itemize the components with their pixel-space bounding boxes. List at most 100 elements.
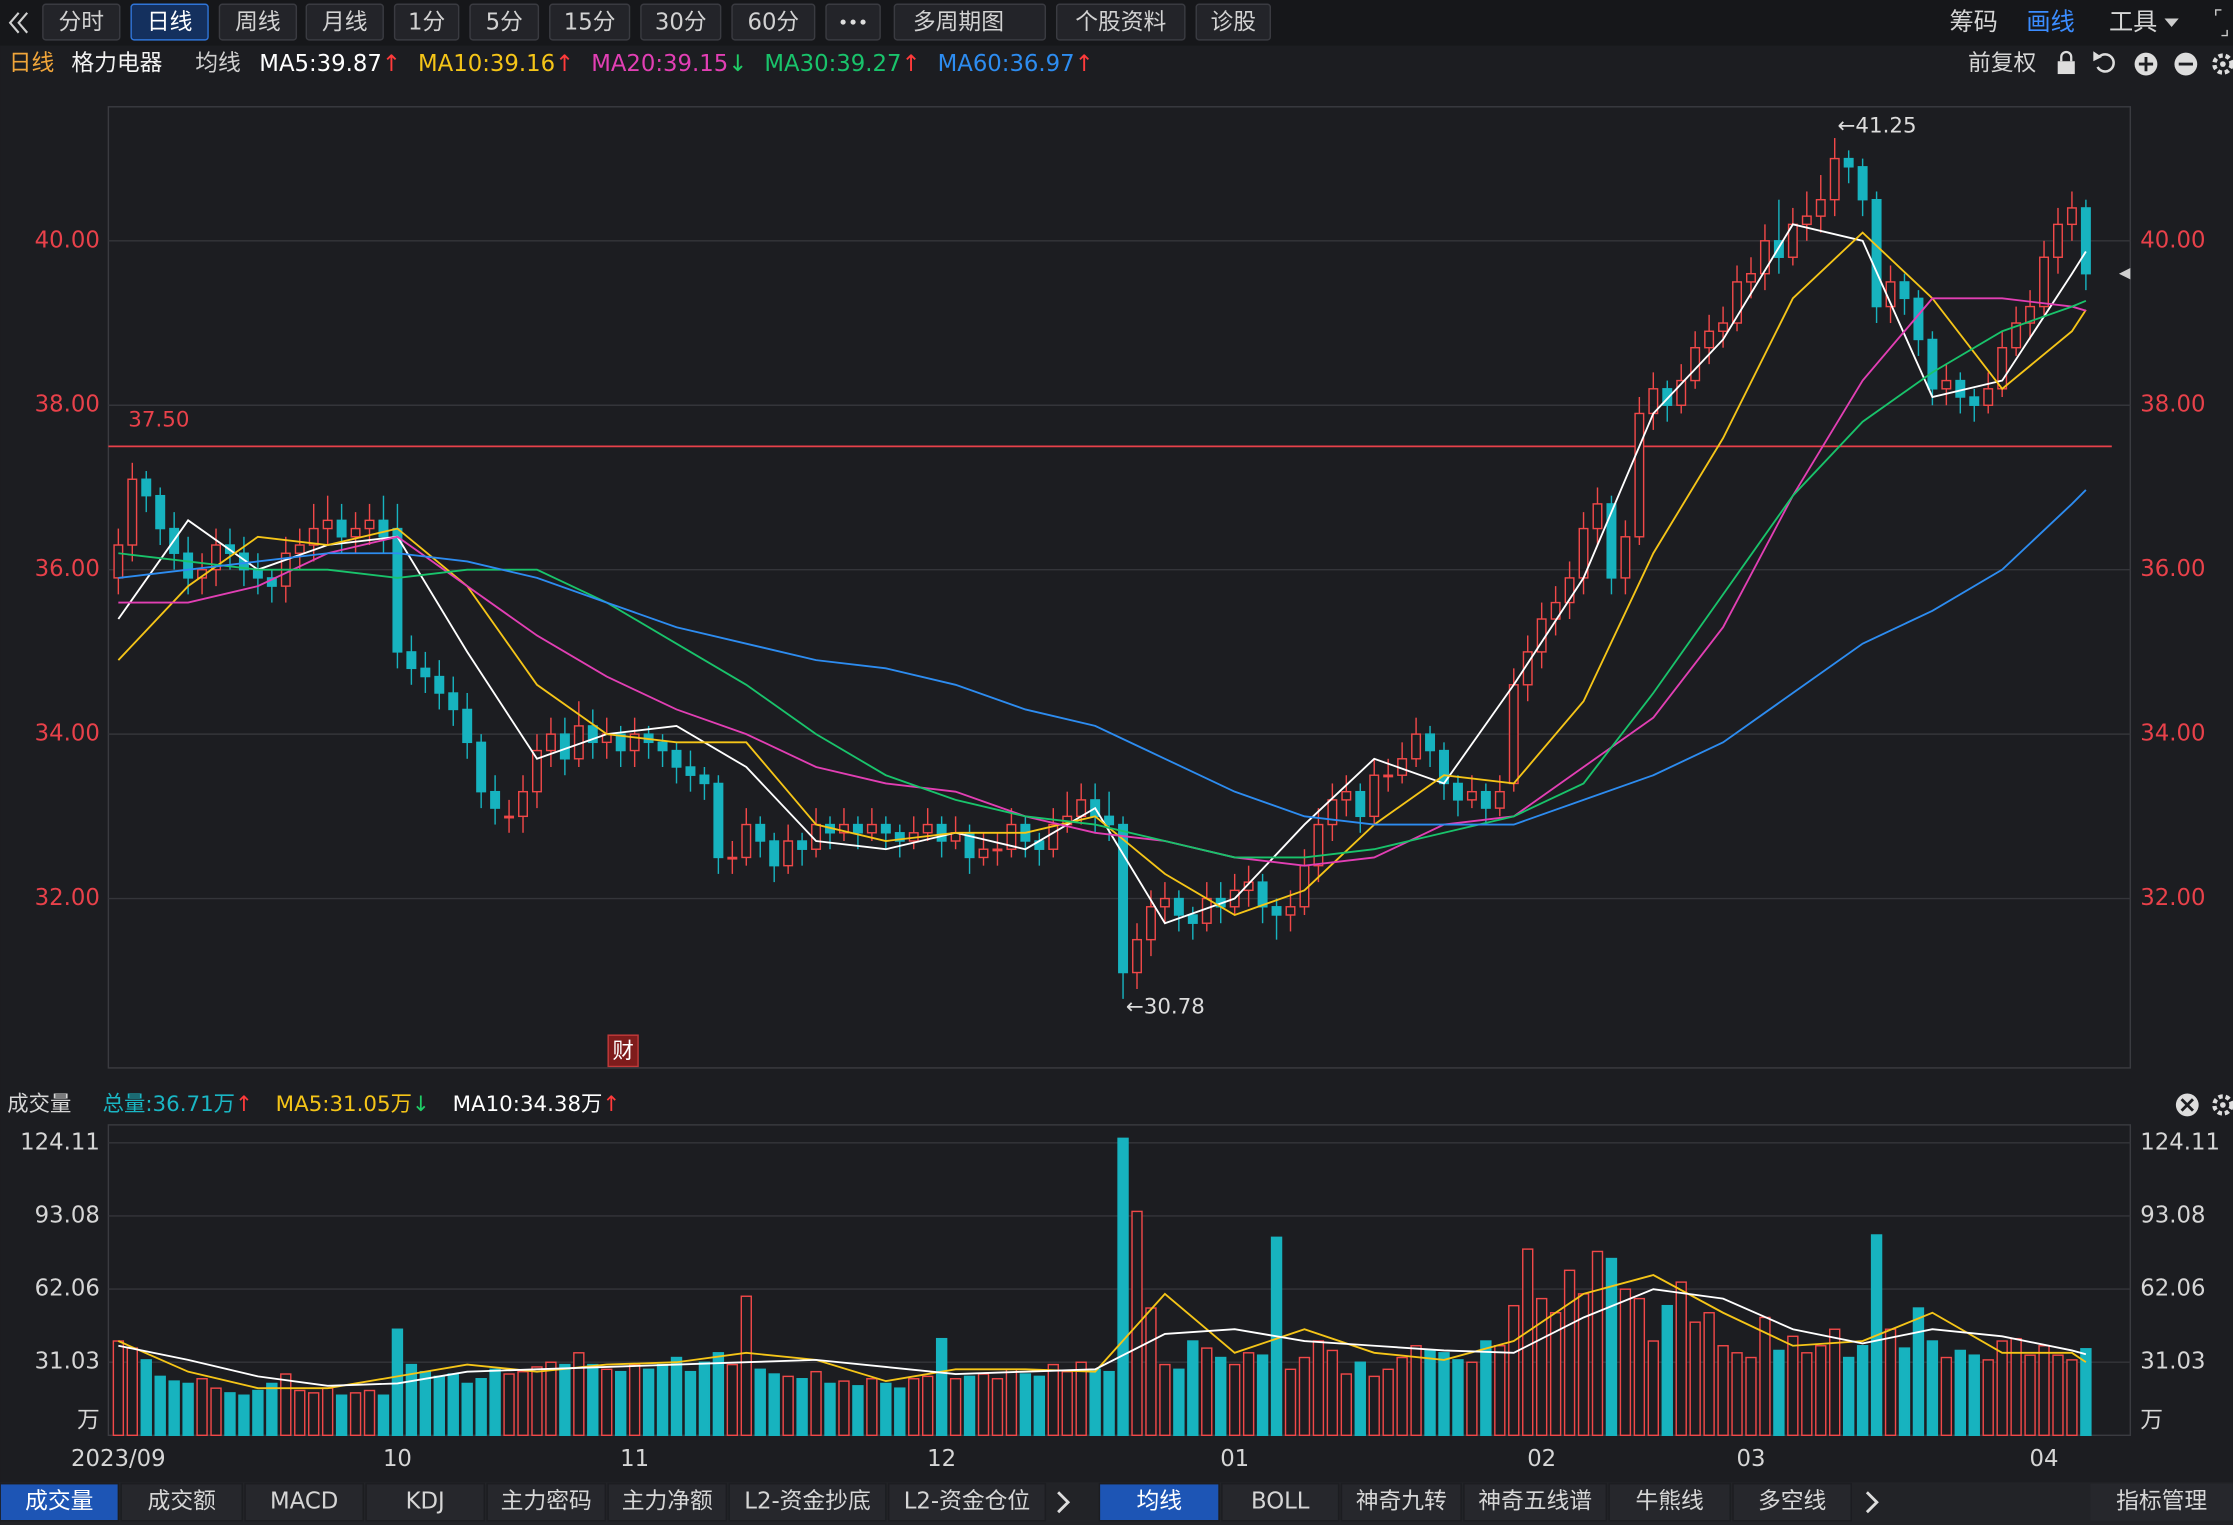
indicator-tab[interactable]: 牛熊线 bbox=[1608, 1482, 1731, 1522]
toolbar-button[interactable]: 15分 bbox=[549, 3, 631, 41]
zoom-in-icon[interactable] bbox=[2134, 52, 2158, 76]
volume-bar bbox=[196, 1378, 208, 1437]
candle-body bbox=[1257, 881, 1268, 908]
collapse-icon[interactable] bbox=[8, 12, 20, 34]
toolbar-button[interactable]: 多周期图 bbox=[893, 3, 1047, 41]
tab-frame bbox=[728, 1482, 887, 1522]
candle-body bbox=[699, 774, 710, 785]
toolbar-link[interactable]: 筹码 bbox=[1949, 8, 1997, 36]
indicator-tab[interactable]: 主力密码 bbox=[486, 1482, 607, 1522]
candle-body bbox=[127, 478, 138, 546]
volume-bar bbox=[140, 1359, 152, 1437]
toolbar-button[interactable]: 30分 bbox=[640, 3, 722, 41]
settings-icon[interactable] bbox=[2212, 53, 2233, 75]
collapse-icon[interactable] bbox=[17, 12, 29, 34]
candle-body bbox=[741, 823, 752, 859]
lock-shackle bbox=[2060, 50, 2073, 62]
candle-body bbox=[1620, 536, 1631, 579]
candle-body bbox=[1983, 388, 1994, 406]
volume-bar bbox=[908, 1378, 920, 1437]
indicator-tab[interactable]: L2-资金仓位 bbox=[887, 1482, 1047, 1522]
indicator-tab[interactable]: L2-资金抄底 bbox=[728, 1482, 887, 1522]
indicator-tab[interactable]: BOLL bbox=[1221, 1482, 1340, 1522]
candle-body bbox=[476, 741, 487, 793]
indicator-tab[interactable]: 成交量 bbox=[0, 1482, 120, 1522]
ma-legend: MA10:39.16↑ bbox=[418, 51, 574, 77]
indicator-tab[interactable]: MACD bbox=[244, 1482, 364, 1522]
finance-event-marker[interactable]: 财 bbox=[607, 1034, 639, 1068]
volume-bar bbox=[977, 1373, 990, 1437]
adjust-option[interactable]: 前复权 bbox=[1968, 51, 2037, 77]
volume-bar bbox=[782, 1375, 794, 1437]
tab-frame bbox=[607, 1482, 728, 1522]
candle-body bbox=[2080, 207, 2091, 275]
indicator-tab[interactable]: 均线 bbox=[1098, 1482, 1220, 1522]
volume-bar bbox=[880, 1382, 892, 1437]
more-button[interactable] bbox=[825, 3, 881, 41]
volume-bar bbox=[796, 1378, 808, 1437]
volume-bar bbox=[615, 1370, 627, 1437]
toolbar-button[interactable]: 分时 bbox=[42, 3, 121, 41]
lock-body bbox=[2057, 61, 2075, 75]
toolbar-button[interactable]: 日线 bbox=[130, 3, 209, 41]
candle-body bbox=[1341, 790, 1352, 801]
undo-arrowhead bbox=[2093, 51, 2102, 62]
candle-body bbox=[2066, 207, 2077, 226]
ma-legend-label: MA20:39.15 bbox=[591, 51, 728, 77]
ma-legend: MA60:36.97↑ bbox=[938, 51, 1094, 77]
gear-hub bbox=[2220, 61, 2226, 67]
zoom-out-icon[interactable] bbox=[2174, 52, 2198, 76]
indicator-manage[interactable]: 指标管理 bbox=[2090, 1483, 2233, 1521]
volume-bar bbox=[949, 1378, 962, 1437]
volume-bar bbox=[294, 1389, 306, 1437]
close-icon[interactable] bbox=[2175, 1093, 2199, 1117]
volume-bar bbox=[1047, 1363, 1059, 1437]
toolbar-button[interactable]: 诊股 bbox=[1195, 3, 1271, 41]
indicator-tab[interactable]: 成交额 bbox=[120, 1482, 243, 1522]
candle-body bbox=[1201, 897, 1212, 924]
toolbar-button[interactable]: 5分 bbox=[469, 3, 540, 41]
candle-body bbox=[448, 692, 459, 711]
candle-body bbox=[1411, 733, 1422, 760]
candle-body bbox=[866, 823, 877, 834]
indicator-tab[interactable]: 多空线 bbox=[1732, 1482, 1852, 1522]
indicator-tab[interactable]: 神奇九转 bbox=[1340, 1482, 1462, 1522]
indicator-tab[interactable]: KDJ bbox=[365, 1482, 485, 1522]
volume-bar bbox=[489, 1368, 501, 1437]
ma-legend: MA20:39.15↓ bbox=[591, 51, 747, 77]
scroll-arrow[interactable] bbox=[1057, 1491, 1071, 1514]
toolbar-button[interactable]: 1分 bbox=[393, 3, 460, 41]
button-label: 日线 bbox=[147, 9, 193, 35]
toolbar-link[interactable]: 画线 bbox=[2026, 8, 2074, 36]
volume-bar bbox=[726, 1363, 739, 1437]
candle-body bbox=[113, 544, 124, 579]
candle-body bbox=[1899, 281, 1910, 300]
indicator-tab[interactable]: 主力净额 bbox=[607, 1482, 728, 1522]
y-tick-label: 32.00 bbox=[35, 885, 100, 911]
maximize-icon[interactable] bbox=[2215, 9, 2228, 37]
lock-icon[interactable] bbox=[2057, 50, 2075, 75]
volume-bar bbox=[1228, 1363, 1241, 1437]
candle-body bbox=[657, 741, 668, 752]
candle-body bbox=[1425, 733, 1436, 752]
volume-bar bbox=[154, 1375, 166, 1437]
settings-icon[interactable] bbox=[2212, 1094, 2233, 1116]
indicator-tab[interactable]: 神奇五线谱 bbox=[1463, 1482, 1608, 1522]
scroll-arrow[interactable] bbox=[1865, 1491, 1879, 1514]
candle-body bbox=[629, 733, 640, 752]
ma-legend-label: MA5:39.87 bbox=[259, 51, 382, 77]
candle-body bbox=[294, 544, 305, 554]
volume-bar bbox=[1452, 1359, 1464, 1437]
volume-bar bbox=[503, 1373, 515, 1437]
volume-bar bbox=[1912, 1307, 1925, 1437]
candle-body bbox=[615, 733, 626, 752]
volume-bar bbox=[1480, 1340, 1492, 1437]
toolbar-button[interactable]: 月线 bbox=[305, 3, 384, 41]
undo-icon[interactable] bbox=[2096, 53, 2115, 73]
volume-bar bbox=[1745, 1356, 1757, 1437]
toolbar-button[interactable]: 个股资料 bbox=[1055, 3, 1186, 41]
candle-body bbox=[1271, 906, 1282, 916]
toolbar-button[interactable]: 周线 bbox=[218, 3, 298, 41]
toolbar-button[interactable]: 60分 bbox=[731, 3, 816, 41]
toolbar-link[interactable]: 工具 bbox=[2109, 8, 2157, 36]
